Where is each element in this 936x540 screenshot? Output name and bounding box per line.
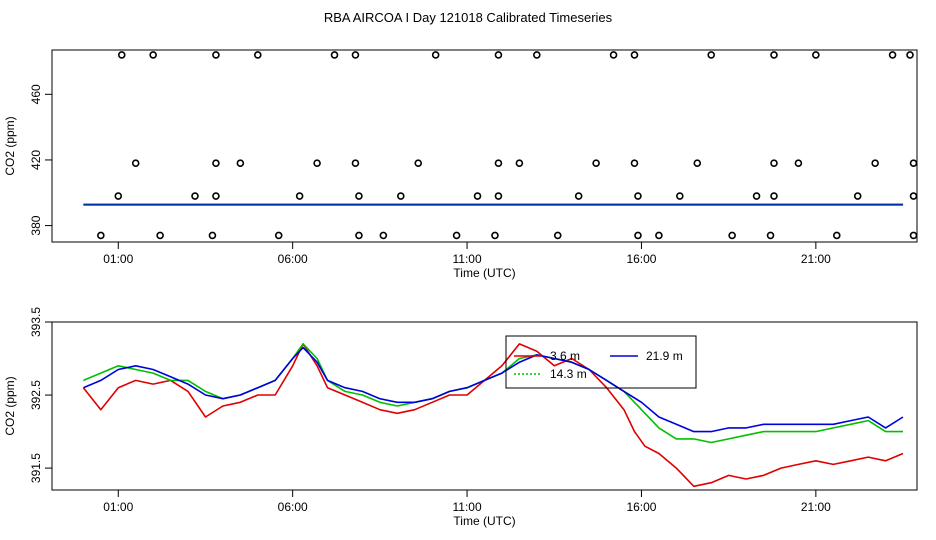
legend-label: 21.9 m (646, 349, 683, 363)
outlier-point (355, 231, 363, 240)
outlier-point (728, 231, 736, 240)
outlier-point (634, 192, 642, 200)
x-tick-label: 01:00 (103, 252, 133, 266)
outlier-point (630, 159, 639, 168)
outlier-point (212, 51, 220, 59)
outlier-point (630, 51, 639, 59)
outlier-point (295, 192, 304, 200)
outlier-point (909, 192, 918, 200)
outlier-point (212, 192, 220, 200)
top-panel: 01:00 06:00 11:00 16:00 21:00 Time (UTC) 380 42… (3, 49, 918, 280)
y-tick-label: 460 (29, 84, 43, 104)
outlier-point (812, 51, 820, 59)
outlier-point (396, 192, 405, 200)
outlier-point (351, 51, 360, 59)
outlier-point (707, 51, 716, 59)
x-tick-label: 11:00 (452, 500, 481, 514)
outlier-point (533, 51, 541, 59)
outlier-point (832, 231, 841, 240)
outlier-point (494, 51, 503, 59)
outlier-point (676, 192, 684, 200)
series-line-14-3-m (83, 343, 903, 444)
x-tick-label: 16:00 (626, 500, 656, 514)
outlier-point (853, 192, 862, 200)
y-tick-label: 420 (29, 150, 43, 170)
y-tick-label: 392.5 (29, 380, 43, 410)
bottom-panel: 01:00 06:00 11:00 16:00 21:00 Time (UTC) 391.5… (3, 307, 918, 528)
outlier-point (212, 159, 220, 168)
outlier-point (473, 192, 482, 200)
y-tick-label: 393.5 (29, 307, 43, 337)
outlier-point (208, 231, 217, 240)
outlier-point (592, 159, 600, 168)
x-tick-label: 21:00 (801, 252, 831, 266)
x-tick-label: 06:00 (278, 252, 308, 266)
outlier-point (253, 51, 262, 59)
x-tick-label: 11:00 (452, 252, 481, 266)
outlier-point (574, 192, 583, 200)
outlier-point (693, 159, 702, 168)
x-axis-label: Time (UTC) (453, 266, 515, 280)
outlier-point (414, 159, 423, 168)
outlier-point (871, 159, 879, 168)
chart-title: RBA AIRCOA I Day 121018 Calibrated Times… (324, 10, 613, 25)
outlier-point (494, 159, 503, 168)
outlier-point (888, 51, 897, 59)
x-tick-label: 06:00 (278, 500, 308, 514)
outlier-point (770, 51, 778, 59)
legend-label: 3.6 m (550, 349, 580, 363)
outlier-point (156, 231, 164, 240)
outlier-point (909, 159, 918, 168)
outlier-point (655, 231, 663, 240)
outlier-point (191, 192, 199, 200)
outlier-point (770, 192, 778, 200)
x-tick-label: 21:00 (801, 500, 831, 514)
outlier-point (553, 231, 562, 240)
x-tick-label: 16:00 (626, 252, 656, 266)
series-line-21-9-m (83, 346, 904, 433)
outlier-point (752, 192, 761, 200)
outlier-point (766, 231, 775, 240)
outlier-point (609, 51, 618, 59)
outlier-point (97, 231, 105, 240)
y-axis-label: CO2 (ppm) (3, 376, 17, 435)
outlier-point (906, 51, 914, 59)
outlier-point (515, 159, 524, 168)
outlier-point (274, 231, 283, 240)
outlier-point (351, 159, 360, 168)
outlier-point (114, 192, 123, 200)
x-axis-label: Time (UTC) (453, 514, 515, 528)
legend-box (505, 335, 697, 389)
outlier-point (431, 51, 440, 59)
series-line-3-6-m (82, 343, 904, 488)
outlier-point (117, 51, 126, 59)
y-tick-label: 380 (29, 215, 43, 235)
outlier-point (313, 159, 321, 168)
legend-label: 14.3 m (550, 367, 587, 381)
outlier-point (149, 51, 157, 59)
y-axis-label: CO2 (ppm) (3, 116, 17, 175)
outlier-point (794, 159, 803, 168)
outlier-point (634, 231, 642, 240)
outlier-point (452, 231, 461, 240)
outlier-point (770, 159, 778, 168)
outlier-point (355, 192, 363, 200)
plot-frame (51, 49, 918, 243)
y-tick-label: 391.5 (29, 453, 43, 483)
outlier-point (909, 231, 918, 240)
outlier-point (236, 159, 245, 168)
plot-frame (51, 321, 918, 491)
outlier-point (379, 231, 388, 240)
outlier-point (494, 192, 503, 200)
outlier-point (491, 231, 499, 240)
outlier-point (131, 159, 140, 168)
x-tick-label: 01:00 (103, 500, 133, 514)
outlier-point (330, 51, 339, 59)
